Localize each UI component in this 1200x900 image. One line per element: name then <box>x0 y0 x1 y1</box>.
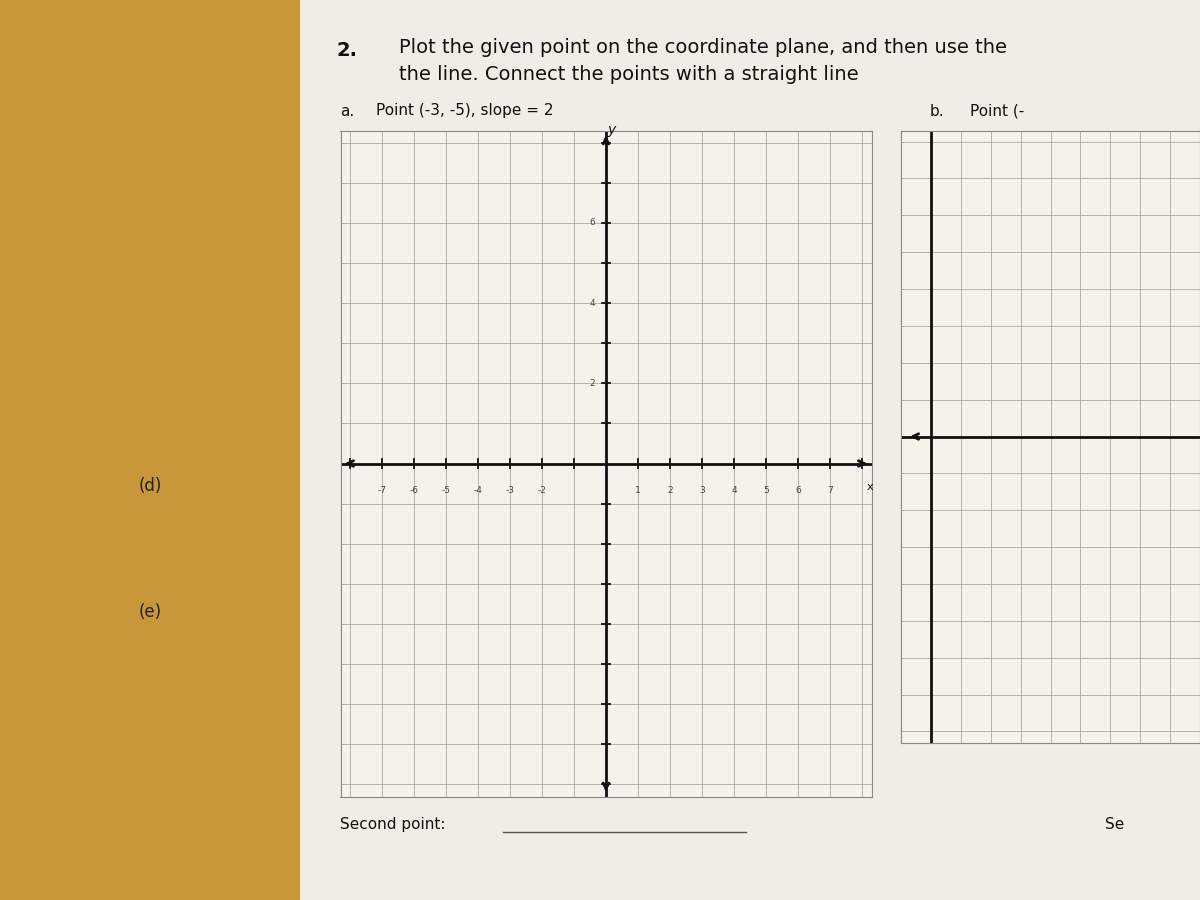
Text: Plot the given point on the coordinate plane, and then use the: Plot the given point on the coordinate p… <box>398 38 1007 57</box>
Text: 6: 6 <box>796 486 800 495</box>
Text: 5: 5 <box>763 486 769 495</box>
Text: 2: 2 <box>667 486 673 495</box>
Text: -3: -3 <box>505 486 515 495</box>
Text: 2.: 2. <box>336 40 358 59</box>
Text: 1: 1 <box>635 486 641 495</box>
Text: (d): (d) <box>138 477 162 495</box>
Text: -7: -7 <box>378 486 386 495</box>
Text: Se: Se <box>1105 817 1124 833</box>
Text: 7: 7 <box>827 486 833 495</box>
Text: 6: 6 <box>589 219 595 228</box>
Text: -5: -5 <box>442 486 450 495</box>
Text: 2: 2 <box>589 379 595 388</box>
Text: 4: 4 <box>731 486 737 495</box>
Text: x: x <box>866 482 874 491</box>
Text: (e): (e) <box>138 603 162 621</box>
Text: a.: a. <box>341 104 355 119</box>
Text: Second point:: Second point: <box>341 817 446 833</box>
Text: 3: 3 <box>700 486 704 495</box>
Text: 4: 4 <box>589 299 595 308</box>
Text: b.: b. <box>930 104 944 119</box>
Text: -2: -2 <box>538 486 546 495</box>
Text: the line. Connect the points with a straight line: the line. Connect the points with a stra… <box>398 65 859 84</box>
Text: -6: -6 <box>409 486 419 495</box>
Text: Point (-3, -5), slope = 2: Point (-3, -5), slope = 2 <box>377 104 554 119</box>
Text: -4: -4 <box>474 486 482 495</box>
Text: Point (-: Point (- <box>971 104 1025 119</box>
Text: y: y <box>607 122 616 137</box>
